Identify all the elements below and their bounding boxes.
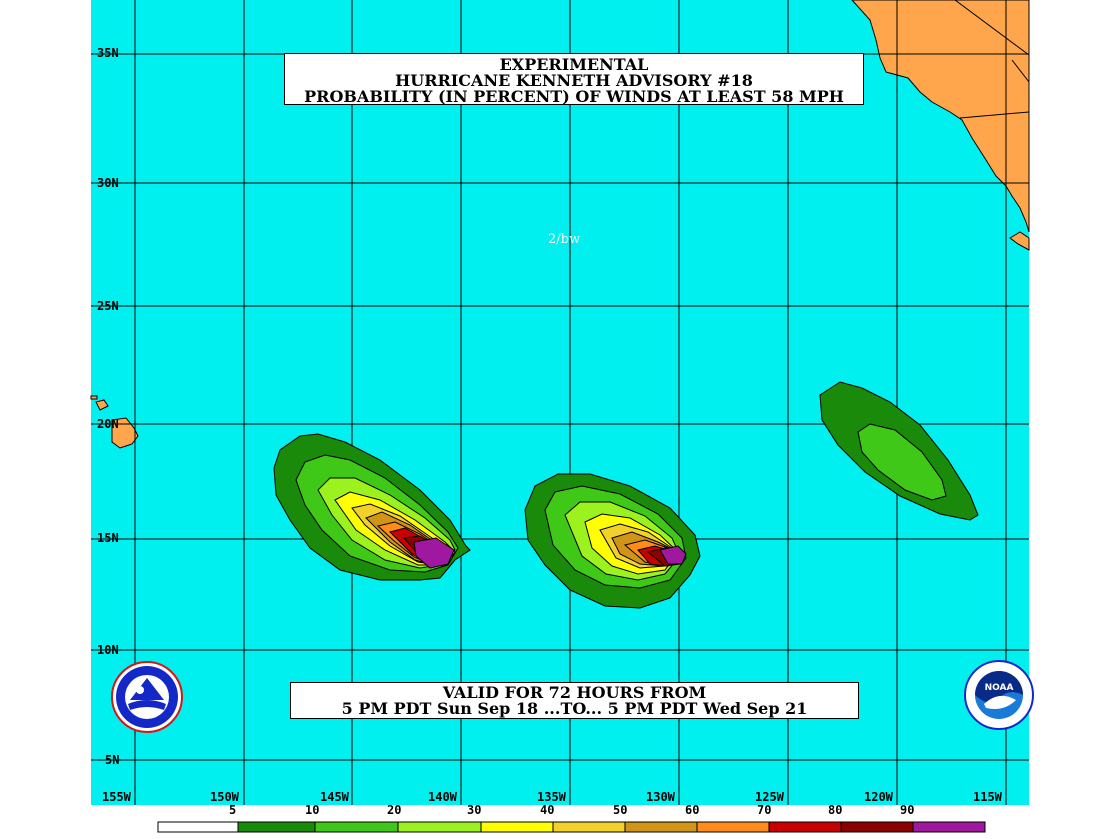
land-hawaii-maui bbox=[95, 399, 109, 411]
lat-label-20n: 20N bbox=[97, 417, 119, 431]
title-line-1: EXPERIMENTAL bbox=[499, 55, 649, 74]
valid-line-2: 5 PM PDT Sun Sep 18 ...TO... 5 PM PDT We… bbox=[341, 699, 808, 718]
lat-label-15n: 15N bbox=[97, 531, 119, 545]
lon-label-115w: 115W bbox=[973, 790, 1002, 804]
probability-contours-east bbox=[819, 381, 979, 521]
probability-contours-center bbox=[524, 473, 701, 609]
probability-color-scale bbox=[157, 821, 986, 833]
country-border bbox=[959, 111, 1030, 119]
scale-label-20: 20 bbox=[387, 803, 402, 817]
lon-label-130w: 130W bbox=[646, 790, 675, 804]
lon-label-140w: 140W bbox=[428, 790, 457, 804]
national-weather-service-logo-icon bbox=[111, 661, 183, 733]
scale-label-10: 10 bbox=[305, 803, 320, 817]
svg-text:NOAA: NOAA bbox=[985, 683, 1014, 693]
lon-label-155w: 155W bbox=[102, 790, 131, 804]
noaa-logo-icon: NOAA bbox=[964, 660, 1034, 730]
lon-label-135w: 135W bbox=[537, 790, 566, 804]
scale-label-50: 50 bbox=[613, 803, 628, 817]
scale-label-80: 80 bbox=[828, 803, 843, 817]
scale-label-5: 5 bbox=[229, 803, 237, 817]
valid-time-box: VALID FOR 72 HOURS FROM 5 PM PDT Sun Sep… bbox=[290, 682, 859, 719]
probability-contours-west bbox=[273, 433, 471, 581]
scale-label-40: 40 bbox=[540, 803, 555, 817]
title-line-2: HURRICANE KENNETH ADVISORY #18 bbox=[395, 71, 753, 90]
land-north-america bbox=[851, 0, 1030, 233]
valid-line-1: VALID FOR 72 HOURS FROM bbox=[442, 683, 707, 702]
scale-label-90: 90 bbox=[900, 803, 915, 817]
map-title-box: EXPERIMENTAL HURRICANE KENNETH ADVISORY … bbox=[284, 53, 864, 105]
state-border bbox=[954, 0, 1030, 56]
lat-label-30n: 30N bbox=[97, 176, 119, 190]
lat-label-25n: 25N bbox=[97, 299, 119, 313]
lat-label-35n: 35N bbox=[97, 46, 119, 60]
scale-label-30: 30 bbox=[467, 803, 482, 817]
title-line-3: PROBABILITY (IN PERCENT) OF WINDS AT LEA… bbox=[304, 87, 844, 106]
lon-label-150w: 150W bbox=[210, 790, 239, 804]
lon-label-120w: 120W bbox=[864, 790, 893, 804]
lat-label-10n: 10N bbox=[97, 643, 119, 657]
scale-label-70: 70 bbox=[757, 803, 772, 817]
lon-label-125w: 125W bbox=[755, 790, 784, 804]
lon-label-145w: 145W bbox=[320, 790, 349, 804]
land-hawaii-molokai bbox=[90, 395, 98, 400]
lat-label-5n: 5N bbox=[105, 753, 120, 767]
state-border-2 bbox=[1011, 59, 1030, 83]
scale-label-60: 60 bbox=[685, 803, 700, 817]
land-baja-coast bbox=[1009, 231, 1030, 251]
credit-text: 2/bw bbox=[548, 232, 581, 247]
